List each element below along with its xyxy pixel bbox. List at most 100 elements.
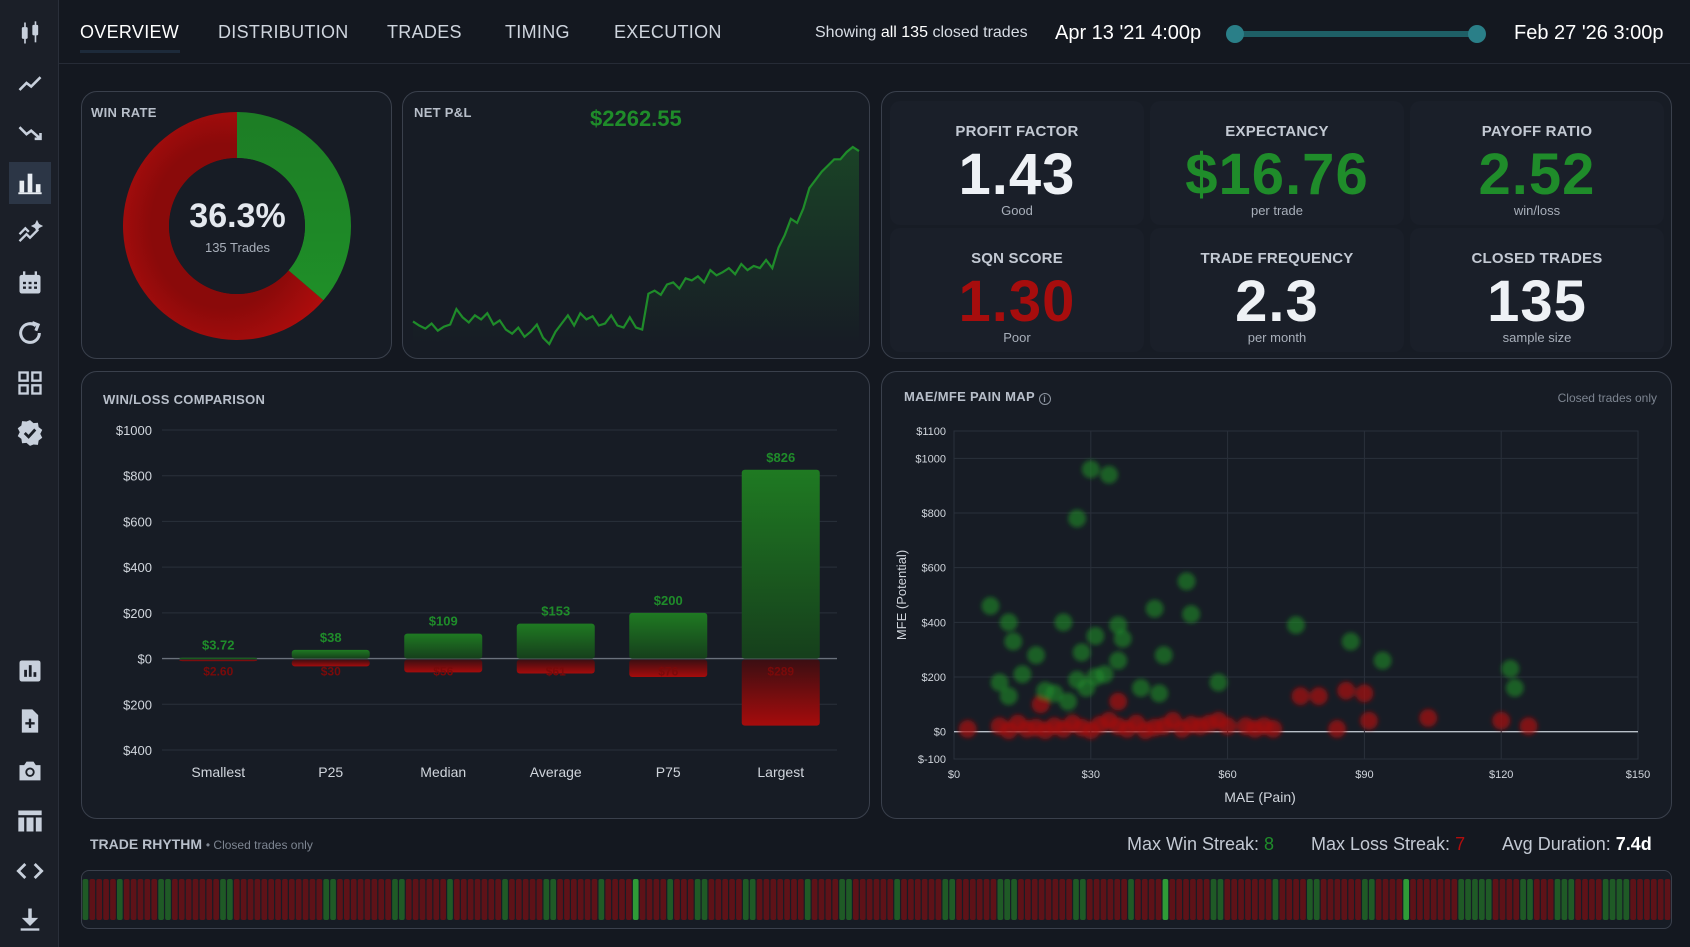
plot-frame [953, 430, 1639, 760]
y-tick-label: $400 [922, 617, 946, 629]
win-rate-value: 36.3% [189, 197, 286, 235]
report-icon[interactable] [9, 650, 51, 692]
rhythm-loss-bar [687, 879, 694, 920]
kpi-value: $16.76 [1185, 142, 1369, 207]
rhythm-loss-bar [309, 879, 316, 920]
win-bar-label: $200 [654, 593, 683, 608]
trend-up-icon[interactable] [9, 62, 51, 104]
kpi-value: 1.30 [958, 269, 1076, 334]
rhythm-loss-bar [914, 879, 921, 920]
refresh-icon[interactable] [9, 312, 51, 354]
slider-end-handle[interactable] [1468, 25, 1486, 43]
rhythm-win-bar [1004, 879, 1011, 920]
range-end-date: Feb 27 '26 3:00p [1514, 22, 1664, 44]
win-bar-label: $3.72 [202, 638, 235, 653]
rhythm-loss-bar [385, 879, 391, 920]
camera-icon[interactable] [9, 750, 51, 792]
win-trade-point [1109, 616, 1128, 635]
tab-timing[interactable]: TIMING [505, 22, 570, 42]
kpi-value: 135 [1487, 269, 1587, 334]
x-tick-label: $0 [948, 769, 960, 781]
rhythm-loss-bar [433, 879, 440, 920]
win-bar [291, 649, 370, 659]
rhythm-loss-bar [1231, 879, 1238, 920]
win-trade-point [1287, 616, 1305, 635]
rhythm-loss-bar [371, 879, 378, 920]
rhythm-win-bar [330, 879, 336, 920]
tab-trades[interactable]: TRADES [387, 22, 462, 42]
table-icon[interactable] [9, 800, 51, 842]
win-bar [404, 633, 483, 659]
rhythm-win-bar [1210, 879, 1217, 920]
tab-overview[interactable]: OVERVIEW [80, 22, 180, 42]
rhythm-loss-bar [818, 879, 825, 920]
rhythm-loss-bar [515, 879, 522, 920]
rhythm-win-bar [667, 879, 673, 920]
rhythm-loss-bar [440, 879, 446, 920]
loss-trade-point [1419, 709, 1438, 727]
calendar-icon[interactable] [9, 262, 51, 304]
x-tick-label: $120 [1489, 769, 1513, 781]
add-file-icon[interactable] [9, 700, 51, 742]
rhythm-loss-bar [1224, 879, 1231, 920]
rhythm-loss-bar [1183, 879, 1189, 920]
candlestick-icon[interactable] [9, 12, 51, 54]
slider-start-handle[interactable] [1226, 25, 1244, 43]
rhythm-loss-bar [928, 879, 935, 920]
sparkle-chart-icon[interactable] [9, 212, 51, 254]
tab-distribution[interactable]: DISTRIBUTION [218, 22, 349, 42]
rhythm-loss-bar [1100, 879, 1107, 920]
win-trade-point [1113, 629, 1132, 648]
rhythm-loss-bar [605, 879, 612, 920]
rhythm-loss-bar [1320, 879, 1327, 920]
tab-execution[interactable]: EXECUTION [614, 22, 722, 42]
win-bar [741, 469, 820, 659]
kpi-label: PROFIT FACTOR [955, 123, 1079, 140]
date-range-slider[interactable] [1224, 25, 1488, 43]
loss-bar [404, 659, 483, 673]
kpi-subtitle: win/loss [1513, 203, 1561, 218]
rhythm-loss-bar [1644, 879, 1650, 920]
kpi-label: PAYOFF RATIO [1481, 123, 1593, 140]
win-trade-point [1045, 684, 1064, 703]
win-trade-point [1004, 632, 1023, 651]
rhythm-win-bar [227, 879, 233, 920]
rhythm-loss-bar [1286, 879, 1293, 920]
win-bar-label: $826 [766, 450, 795, 465]
rhythm-loss-bar [529, 879, 536, 920]
x-tick-label: $90 [1355, 769, 1373, 781]
kpi-subtitle: Poor [1003, 330, 1031, 345]
rhythm-loss-bar [130, 879, 137, 920]
rhythm-loss-bar [254, 879, 261, 920]
rhythm-win-bar [1362, 879, 1368, 920]
trend-down-icon[interactable] [9, 112, 51, 154]
y-tick-label: $600 [123, 514, 152, 529]
rhythm-loss-bar [1417, 879, 1423, 920]
bar-chart-icon[interactable] [9, 162, 51, 204]
rhythm-loss-bar [405, 879, 412, 920]
rhythm-loss-bar [192, 879, 199, 920]
verified-badge-icon[interactable] [9, 412, 51, 454]
rhythm-loss-bar [1650, 879, 1657, 920]
rhythm-win-bar [942, 879, 949, 920]
loss-trade-point [1519, 717, 1538, 736]
net-pnl-sparkline [412, 145, 860, 346]
grid-icon[interactable] [9, 362, 51, 404]
code-icon[interactable] [9, 850, 51, 892]
rhythm-loss-bar [1664, 879, 1671, 920]
win-bar [516, 623, 595, 659]
kpi-trade-frequency: TRADE FREQUENCY 2.3 per month [1150, 228, 1404, 352]
loss-bar [179, 659, 258, 662]
rhythm-loss-bar [1121, 879, 1127, 920]
kpi-value: 1.43 [958, 142, 1076, 207]
download-icon[interactable] [9, 898, 51, 940]
rhythm-loss-bar [612, 879, 618, 920]
rhythm-win-bar [839, 879, 845, 920]
kpi-sqn-score: SQN SCORE 1.30 Poor [890, 228, 1144, 352]
info-icon[interactable]: i [1038, 393, 1051, 405]
x-category-label: P25 [318, 764, 343, 780]
y-axis-label: MFE (Potential) [894, 550, 909, 640]
x-tick-label: $150 [1626, 769, 1650, 781]
kpi-subtitle: Good [1001, 203, 1033, 218]
win-loss-chart: $1000 $800 $600 $400 $200 $0 $200 $400 $3.72 $2.… [116, 423, 837, 780]
